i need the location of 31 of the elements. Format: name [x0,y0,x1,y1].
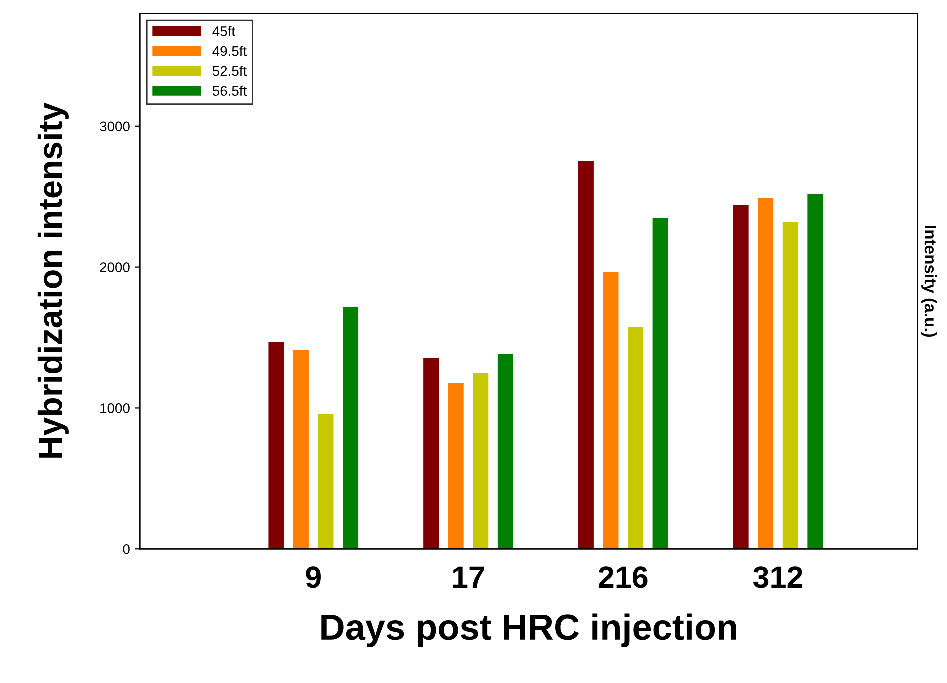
bar [318,414,334,550]
legend-label: 49.5ft [212,46,248,56]
y-tick-label: 3000 [100,122,130,132]
x-tick-label: 17 [453,566,484,588]
y2-axis-title: Intensity (a.u.) [922,226,938,338]
bar [473,373,489,550]
y-tick-label: 1000 [100,404,130,414]
x-tick-label: 216 [598,566,648,588]
y-axis-title: Hybridization intensity [38,102,69,458]
bar [448,383,464,550]
bar [628,327,644,550]
bar [652,218,668,550]
legend-label: 56.5ft [212,86,248,96]
bar [782,222,798,550]
bar [733,205,749,550]
bar [758,198,774,550]
bar [808,194,824,550]
bar [293,350,309,550]
legend-label: 52.5ft [212,66,248,76]
bar [578,161,594,550]
x-tick-label: 9 [306,566,321,588]
bar [498,354,514,550]
bar [603,272,619,550]
bar [424,358,440,550]
bar [268,342,284,550]
legend-label: 45ft [212,26,236,36]
x-axis-title: Days post HRC injection [322,614,736,648]
y-tick-label: 2000 [100,262,130,272]
y-tick-label: 0 [123,544,130,554]
bar [343,307,359,550]
x-tick-label: 312 [753,566,803,588]
